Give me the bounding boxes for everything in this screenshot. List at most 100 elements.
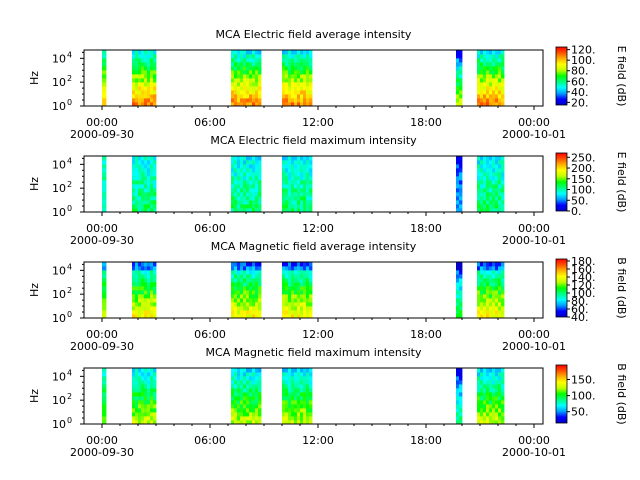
- spectrogram-cell: [147, 176, 151, 181]
- spectrogram-cell: [498, 98, 502, 103]
- spectrogram-cell: [309, 176, 313, 181]
- spectrogram-cell: [132, 278, 136, 283]
- spectrogram-cell: [498, 164, 502, 169]
- spectrogram-cell: [255, 400, 259, 405]
- spectrogram-cell: [294, 270, 298, 275]
- spectrogram-cell: [141, 298, 145, 303]
- spectrogram-cell: [456, 384, 460, 389]
- spectrogram-cell: [258, 408, 262, 413]
- spectrogram-cell: [306, 294, 310, 299]
- spectrogram-cell: [240, 294, 244, 299]
- spectrogram-cell: [306, 156, 310, 161]
- y-tick-label: 10: [52, 76, 66, 89]
- spectrogram-cell: [303, 160, 307, 165]
- spectrogram-cell: [141, 192, 145, 197]
- panel-2: MCA Electric field maximum intensityHz10…: [28, 134, 628, 247]
- x-tick-date: 2000-09-30: [70, 234, 134, 247]
- spectrogram-cell: [303, 50, 307, 55]
- spectrogram-cell: [498, 50, 502, 55]
- spectrogram-cell: [480, 372, 484, 377]
- spectrogram-cell: [252, 66, 256, 71]
- spectrogram-cell: [459, 54, 463, 59]
- spectrogram-cell: [297, 282, 301, 287]
- spectrogram-cell: [258, 368, 262, 373]
- spectrogram-cell: [234, 74, 238, 79]
- spectrogram-cell: [291, 384, 295, 389]
- spectrogram-cell: [258, 274, 262, 279]
- spectrogram-cell: [309, 298, 313, 303]
- spectrogram-cell: [483, 208, 487, 213]
- spectrogram-cell: [456, 188, 460, 193]
- spectrogram-cell: [138, 404, 142, 409]
- spectrogram-cell: [150, 86, 154, 91]
- spectrogram-cell: [249, 368, 253, 373]
- spectrogram-cell: [498, 270, 502, 275]
- spectrogram-cell: [486, 160, 490, 165]
- spectrogram-cell: [237, 200, 241, 205]
- spectrogram-cell: [102, 58, 107, 63]
- spectrogram-cell: [291, 70, 295, 75]
- spectrogram-cell: [141, 164, 145, 169]
- spectrogram-cell: [138, 298, 142, 303]
- spectrogram-cell: [492, 302, 496, 307]
- spectrogram-cell: [459, 384, 463, 389]
- spectrogram-cell: [282, 196, 286, 201]
- spectrogram-cell: [303, 306, 307, 311]
- spectrogram-cell: [258, 384, 262, 389]
- spectrogram-cell: [102, 184, 107, 189]
- spectrogram-cell: [480, 156, 484, 161]
- spectrogram-cell: [456, 94, 460, 99]
- spectrogram-cell: [249, 172, 253, 177]
- spectrogram-cell: [138, 168, 142, 173]
- spectrogram-cell: [480, 274, 484, 279]
- x-tick-label: 06:00: [194, 434, 226, 447]
- spectrogram-cell: [132, 172, 136, 177]
- spectrogram-cell: [309, 58, 313, 63]
- spectrogram-cell: [237, 160, 241, 165]
- spectrogram-cell: [291, 62, 295, 67]
- spectrogram-cell: [285, 368, 289, 373]
- spectrogram-cell: [243, 160, 247, 165]
- spectrogram-cell: [291, 408, 295, 413]
- spectrogram-cell: [498, 310, 502, 315]
- spectrogram-cell: [231, 184, 235, 189]
- spectrogram-cell: [459, 184, 463, 189]
- x-tick-label: 06:00: [194, 328, 226, 341]
- spectrogram-cell: [309, 200, 313, 205]
- spectrogram-cell: [231, 412, 235, 417]
- spectrogram-cell: [492, 62, 496, 67]
- spectrogram-cell: [501, 392, 505, 397]
- spectrogram-cell: [249, 74, 253, 79]
- spectrogram-cell: [501, 54, 505, 59]
- y-tick-label: 10: [52, 158, 66, 171]
- spectrogram-cell: [492, 376, 496, 381]
- spectrogram-cell: [243, 164, 247, 169]
- spectrogram-cell: [489, 176, 493, 181]
- spectrogram-cell: [291, 86, 295, 91]
- spectrogram-cell: [309, 180, 313, 185]
- x-tick-label: 00:00: [518, 434, 550, 447]
- spectrogram-cell: [153, 392, 157, 397]
- spectrogram-cell: [486, 200, 490, 205]
- spectrogram-cell: [309, 302, 313, 307]
- spectrogram-cell: [102, 306, 107, 311]
- spectrogram-cell: [237, 314, 241, 319]
- x-tick-label: 00:00: [518, 328, 550, 341]
- spectrogram-cell: [150, 314, 154, 319]
- spectrogram-cell: [456, 314, 460, 319]
- spectrogram-cell: [294, 314, 298, 319]
- spectrogram-cell: [150, 388, 154, 393]
- spectrogram-cell: [144, 156, 148, 161]
- spectrogram-cell: [285, 102, 289, 107]
- spectrogram-cell: [285, 98, 289, 103]
- spectrogram-cell: [249, 54, 253, 59]
- spectrogram-cell: [141, 262, 145, 267]
- spectrogram-cell: [237, 58, 241, 63]
- spectrogram-cell: [132, 262, 136, 267]
- spectrogram-cell: [132, 94, 136, 99]
- spectrogram-cell: [282, 274, 286, 279]
- spectrogram-cell: [150, 408, 154, 413]
- spectrogram-cell: [132, 98, 136, 103]
- spectrogram-cell: [309, 310, 313, 315]
- spectrogram-cell: [153, 50, 157, 55]
